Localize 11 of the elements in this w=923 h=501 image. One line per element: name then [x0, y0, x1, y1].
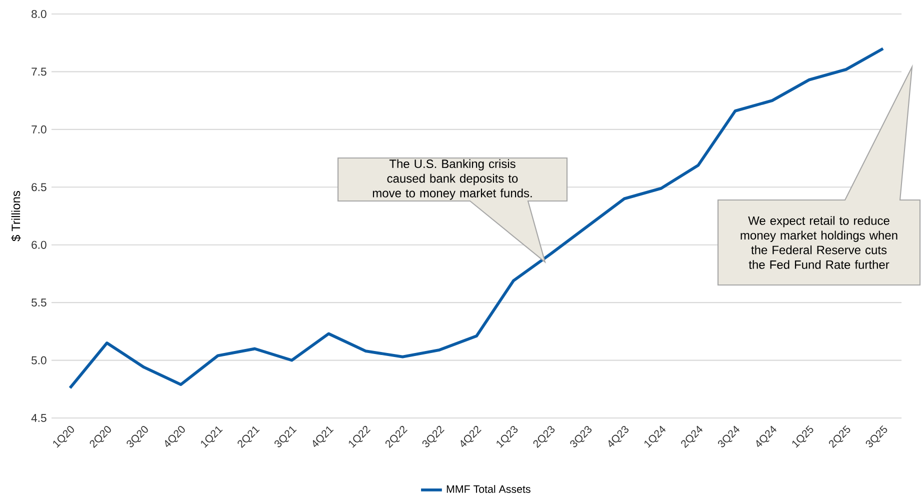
legend-label: MMF Total Assets: [446, 485, 530, 493]
y-tick-label: 7.0: [32, 125, 46, 134]
y-tick-label: 4.5: [31, 414, 46, 422]
y-tick-label: 8.0: [32, 10, 46, 18]
y-tick-label: 5.0: [32, 356, 46, 364]
annotation: The U.S. Banking crisis caused bank deposits to move to money market funds.: [372, 159, 532, 200]
y-axis-title: $ Trillions: [11, 190, 21, 242]
y-tick-label: 6.5: [32, 183, 46, 192]
y-tick-label: 5.5: [32, 298, 46, 307]
y-tick-label: 6.0: [32, 240, 46, 249]
y-tick-label: 7.5: [32, 68, 46, 76]
